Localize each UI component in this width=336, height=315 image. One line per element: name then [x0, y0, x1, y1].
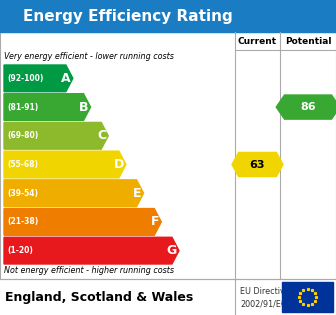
Text: 63: 63: [250, 159, 265, 169]
Polygon shape: [4, 94, 91, 120]
Text: C: C: [97, 129, 106, 142]
Text: B: B: [79, 100, 89, 114]
Text: (21-38): (21-38): [7, 217, 38, 226]
Text: Potential: Potential: [285, 37, 331, 45]
Text: A: A: [61, 72, 71, 85]
Polygon shape: [4, 209, 161, 235]
Text: Current: Current: [238, 37, 277, 45]
Polygon shape: [4, 237, 179, 264]
Text: Very energy efficient - lower running costs: Very energy efficient - lower running co…: [4, 52, 174, 61]
Text: (39-54): (39-54): [7, 189, 38, 198]
Bar: [0, 0, 336, 32]
Text: Not energy efficient - higher running costs: Not energy efficient - higher running co…: [4, 266, 174, 275]
Polygon shape: [232, 152, 283, 177]
Text: G: G: [167, 244, 177, 257]
Text: Energy Efficiency Rating: Energy Efficiency Rating: [23, 9, 233, 24]
Text: EU Directive: EU Directive: [240, 287, 290, 296]
Text: (55-68): (55-68): [7, 160, 38, 169]
Text: (81-91): (81-91): [7, 103, 38, 112]
Text: F: F: [151, 215, 159, 228]
Polygon shape: [4, 65, 73, 92]
Text: England, Scotland & Wales: England, Scotland & Wales: [5, 290, 193, 303]
Polygon shape: [276, 95, 336, 119]
Polygon shape: [4, 123, 108, 149]
Text: 86: 86: [300, 102, 316, 112]
Text: E: E: [133, 187, 141, 200]
Polygon shape: [4, 151, 126, 178]
Bar: [0, 32, 336, 279]
Text: 2002/91/EC: 2002/91/EC: [240, 300, 287, 309]
Text: (92-100): (92-100): [7, 74, 43, 83]
Bar: [282, 282, 333, 312]
Text: D: D: [114, 158, 124, 171]
Text: (1-20): (1-20): [7, 246, 33, 255]
Text: (69-80): (69-80): [7, 131, 38, 140]
Polygon shape: [4, 180, 143, 207]
